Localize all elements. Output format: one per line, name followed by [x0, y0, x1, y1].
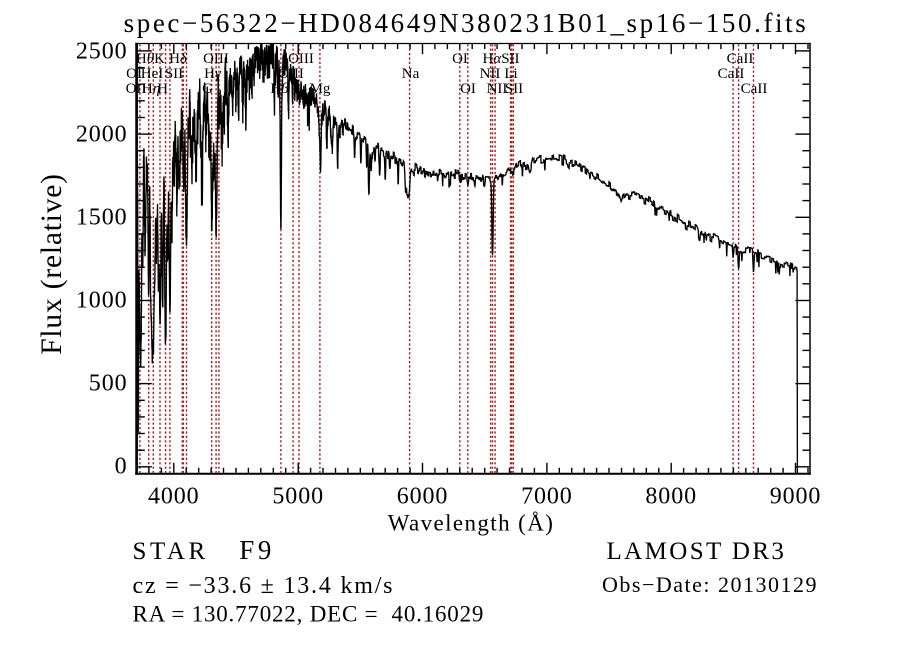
svg-text:Hη: Hη — [142, 81, 160, 97]
svg-text:7000: 7000 — [521, 484, 573, 510]
svg-text:OIII: OIII — [203, 51, 229, 67]
svg-text:Hθ: Hθ — [136, 51, 155, 67]
svg-text:Na: Na — [402, 66, 420, 82]
svg-text:cz = −33.6 ± 13.4 km/s: cz = −33.6 ± 13.4 km/s — [133, 573, 395, 599]
svg-text:STAR: STAR — [133, 538, 209, 565]
svg-text:Hγ: Hγ — [204, 66, 222, 82]
svg-text:Hβ: Hβ — [270, 81, 289, 97]
svg-text:SII: SII — [505, 81, 523, 97]
svg-text:G: G — [202, 81, 213, 97]
svg-text:HαSII: HαSII — [482, 51, 519, 67]
svg-text:Li: Li — [504, 66, 517, 82]
svg-text:K: K — [154, 51, 165, 67]
svg-text:Hδ: Hδ — [169, 51, 188, 67]
svg-text:CaII: CaII — [741, 81, 768, 97]
svg-text:OIII: OIII — [278, 66, 304, 82]
svg-text:OII: OII — [126, 81, 147, 97]
svg-text:500: 500 — [89, 371, 128, 397]
svg-text:Flux (relative): Flux (relative) — [36, 173, 68, 355]
svg-text:6000: 6000 — [397, 484, 449, 510]
svg-text:Mg: Mg — [310, 81, 331, 97]
svg-text:H: H — [157, 81, 168, 97]
svg-text:OI: OI — [460, 81, 476, 97]
svg-text:9000: 9000 — [770, 484, 822, 510]
svg-text:spec−56322−HD084649N380231B01_: spec−56322−HD084649N380231B01_sp16−150.f… — [124, 8, 809, 38]
svg-text:2000: 2000 — [76, 122, 128, 148]
svg-text:1500: 1500 — [76, 205, 128, 231]
svg-text:LAMOST DR3: LAMOST DR3 — [607, 538, 787, 565]
svg-text:Obs−Date: 20130129: Obs−Date: 20130129 — [602, 572, 818, 597]
svg-text:4000: 4000 — [148, 484, 200, 510]
svg-text:OI: OI — [452, 51, 468, 67]
svg-text:0: 0 — [115, 454, 128, 480]
svg-text:5000: 5000 — [272, 484, 324, 510]
svg-text:SII: SII — [165, 66, 183, 82]
svg-text:2500: 2500 — [76, 39, 128, 65]
svg-text:8000: 8000 — [645, 484, 697, 510]
svg-text:Wavelength (Å): Wavelength (Å) — [388, 511, 555, 536]
svg-text:NII: NII — [487, 81, 508, 97]
svg-text:OI: OI — [126, 66, 142, 82]
svg-text:RA = 130.77022, DEC = 40.1602: RA = 130.77022, DEC = 40.16029 — [133, 602, 485, 627]
svg-text:NII: NII — [480, 66, 501, 82]
svg-text:HeI: HeI — [141, 66, 164, 82]
svg-text:CaII: CaII — [718, 66, 745, 82]
svg-text:CaII: CaII — [727, 51, 754, 67]
svg-text:OIII: OIII — [288, 51, 314, 67]
svg-text:1000: 1000 — [76, 288, 128, 314]
svg-text:F9: F9 — [239, 535, 275, 565]
